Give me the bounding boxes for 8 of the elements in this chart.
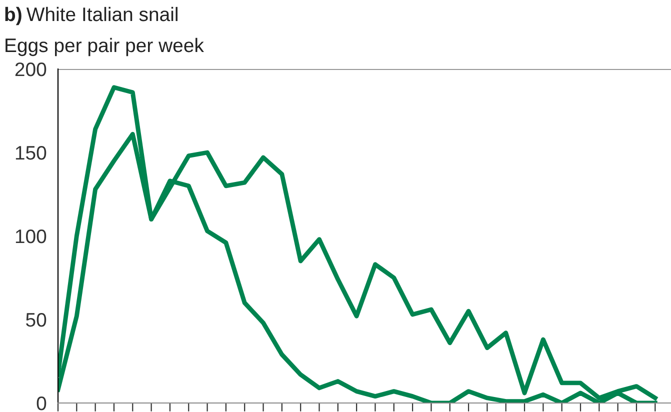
- line-series: [58, 85, 658, 400]
- y-tick-label: 100: [16, 229, 46, 244]
- y-axis-title: Eggs per pair per week: [6, 38, 204, 56]
- y-tick-label: 0: [36, 396, 46, 410]
- y-tick-label: 150: [16, 146, 46, 160]
- y-tick-label: 200: [15, 62, 46, 76]
- y-tick-label: 50: [26, 312, 46, 327]
- chart-title: b) White Italian snail: [5, 6, 178, 26]
